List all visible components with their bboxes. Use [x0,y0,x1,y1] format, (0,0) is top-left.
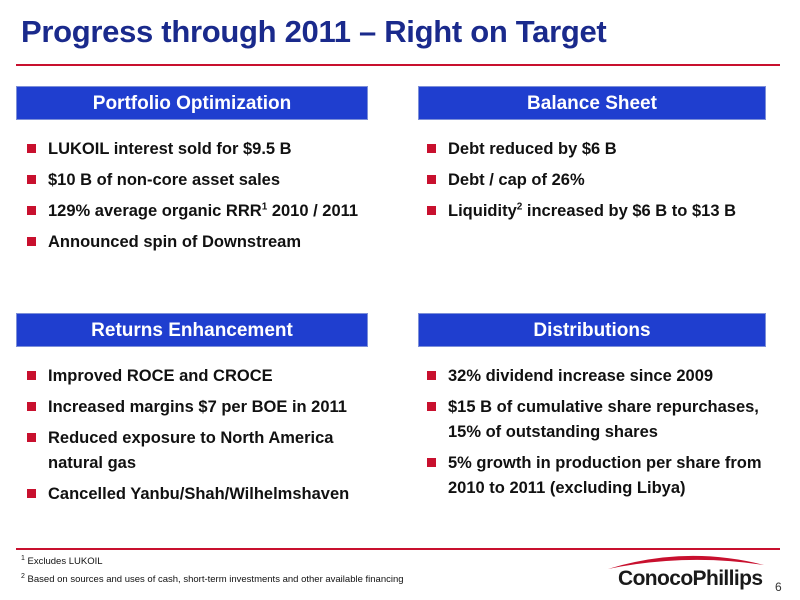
list-item: LUKOIL interest sold for $9.5 B [24,137,384,162]
list-item: 32% dividend increase since 2009 [424,364,789,389]
portfolio-optimization-header: Portfolio Optimization [16,86,368,120]
bullet-square-icon [427,144,436,153]
list-item: 129% average organic RRR1 2010 / 2011 [24,199,384,224]
list-item: Cancelled Yanbu/Shah/Wilhelmshaven [24,482,374,507]
list-item: Liquidity2 increased by $6 B to $13 B [424,199,784,224]
bullet-square-icon [27,371,36,380]
list-item: Improved ROCE and CROCE [24,364,374,389]
distributions-header: Distributions [418,313,766,347]
bullet-square-icon [427,402,436,411]
returns-bullet-list: Improved ROCE and CROCE Increased margin… [24,364,374,513]
footnote-2: 2 Based on sources and uses of cash, sho… [21,572,404,585]
footer-divider [16,548,780,550]
bullet-square-icon [427,206,436,215]
bullet-square-icon [27,402,36,411]
slide-title: Progress through 2011 – Right on Target [21,14,607,49]
list-item: Debt reduced by $6 B [424,137,784,162]
list-item: Announced spin of Downstream [24,230,384,255]
portfolio-bullet-list: LUKOIL interest sold for $9.5 B $10 B of… [24,137,384,261]
returns-enhancement-header: Returns Enhancement [16,313,368,347]
footnote-1: 1 Excludes LUKOIL [21,554,103,567]
bullet-square-icon [27,237,36,246]
list-item: Debt / cap of 26% [424,168,784,193]
conocophillips-logo-arc-icon [608,555,764,569]
page-number: 6 [775,580,782,594]
list-item: 5% growth in production per share from 2… [424,451,788,501]
list-item: $10 B of non-core asset sales [24,168,384,193]
bullet-square-icon [27,206,36,215]
list-item: Reduced exposure to North America natura… [24,426,354,476]
title-divider [16,64,780,66]
bullet-square-icon [427,458,436,467]
logo-wordmark: ConocoPhillips [618,567,763,590]
bullet-square-icon [27,489,36,498]
bullet-square-icon [27,433,36,442]
distributions-bullet-list: 32% dividend increase since 2009 $15 B o… [424,364,789,507]
balance-bullet-list: Debt reduced by $6 B Debt / cap of 26% L… [424,137,784,230]
bullet-square-icon [27,144,36,153]
list-item: $15 B of cumulative share repurchases, 1… [424,395,788,445]
balance-sheet-header: Balance Sheet [418,86,766,120]
bullet-square-icon [427,175,436,184]
conocophillips-logo: ConocoPhillips [598,551,773,593]
bullet-square-icon [27,175,36,184]
bullet-square-icon [427,371,436,380]
list-item: Increased margins $7 per BOE in 2011 [24,395,374,420]
